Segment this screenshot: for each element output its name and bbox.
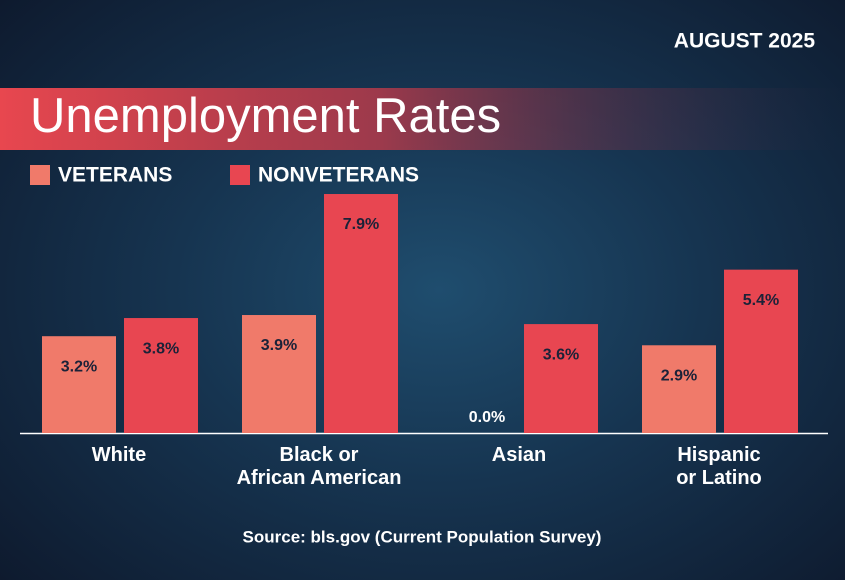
bar — [242, 315, 316, 433]
bar — [524, 324, 598, 433]
bar — [642, 345, 716, 433]
title-band — [0, 88, 845, 150]
value-label: 7.9% — [343, 216, 379, 233]
legend-label: VETERANS — [58, 164, 172, 187]
bar — [324, 194, 398, 433]
source: Source: bls.gov (Current Population Surv… — [243, 527, 602, 546]
value-label: 3.8% — [143, 340, 179, 357]
bar — [42, 336, 116, 433]
legend-label: NONVETERANS — [258, 164, 419, 187]
value-label: 5.4% — [743, 292, 779, 309]
chart-title: Unemployment Rates — [30, 89, 501, 143]
bar — [124, 318, 198, 433]
value-label: 3.2% — [61, 358, 97, 375]
x-tick-label: Black or African American — [236, 444, 402, 489]
value-label: 3.6% — [543, 346, 579, 363]
legend-swatch — [230, 165, 250, 185]
legend-swatch — [30, 165, 50, 185]
value-label: 2.9% — [661, 367, 697, 384]
value-label: 0.0% — [469, 409, 505, 426]
x-tick-label: White — [91, 444, 147, 466]
bar — [724, 269, 798, 433]
value-label: 3.9% — [261, 337, 297, 354]
x-tick-label: Hispanic or Latino — [676, 444, 762, 489]
x-tick-label: Asian — [491, 444, 547, 466]
date: AUGUST 2025 — [674, 30, 816, 53]
